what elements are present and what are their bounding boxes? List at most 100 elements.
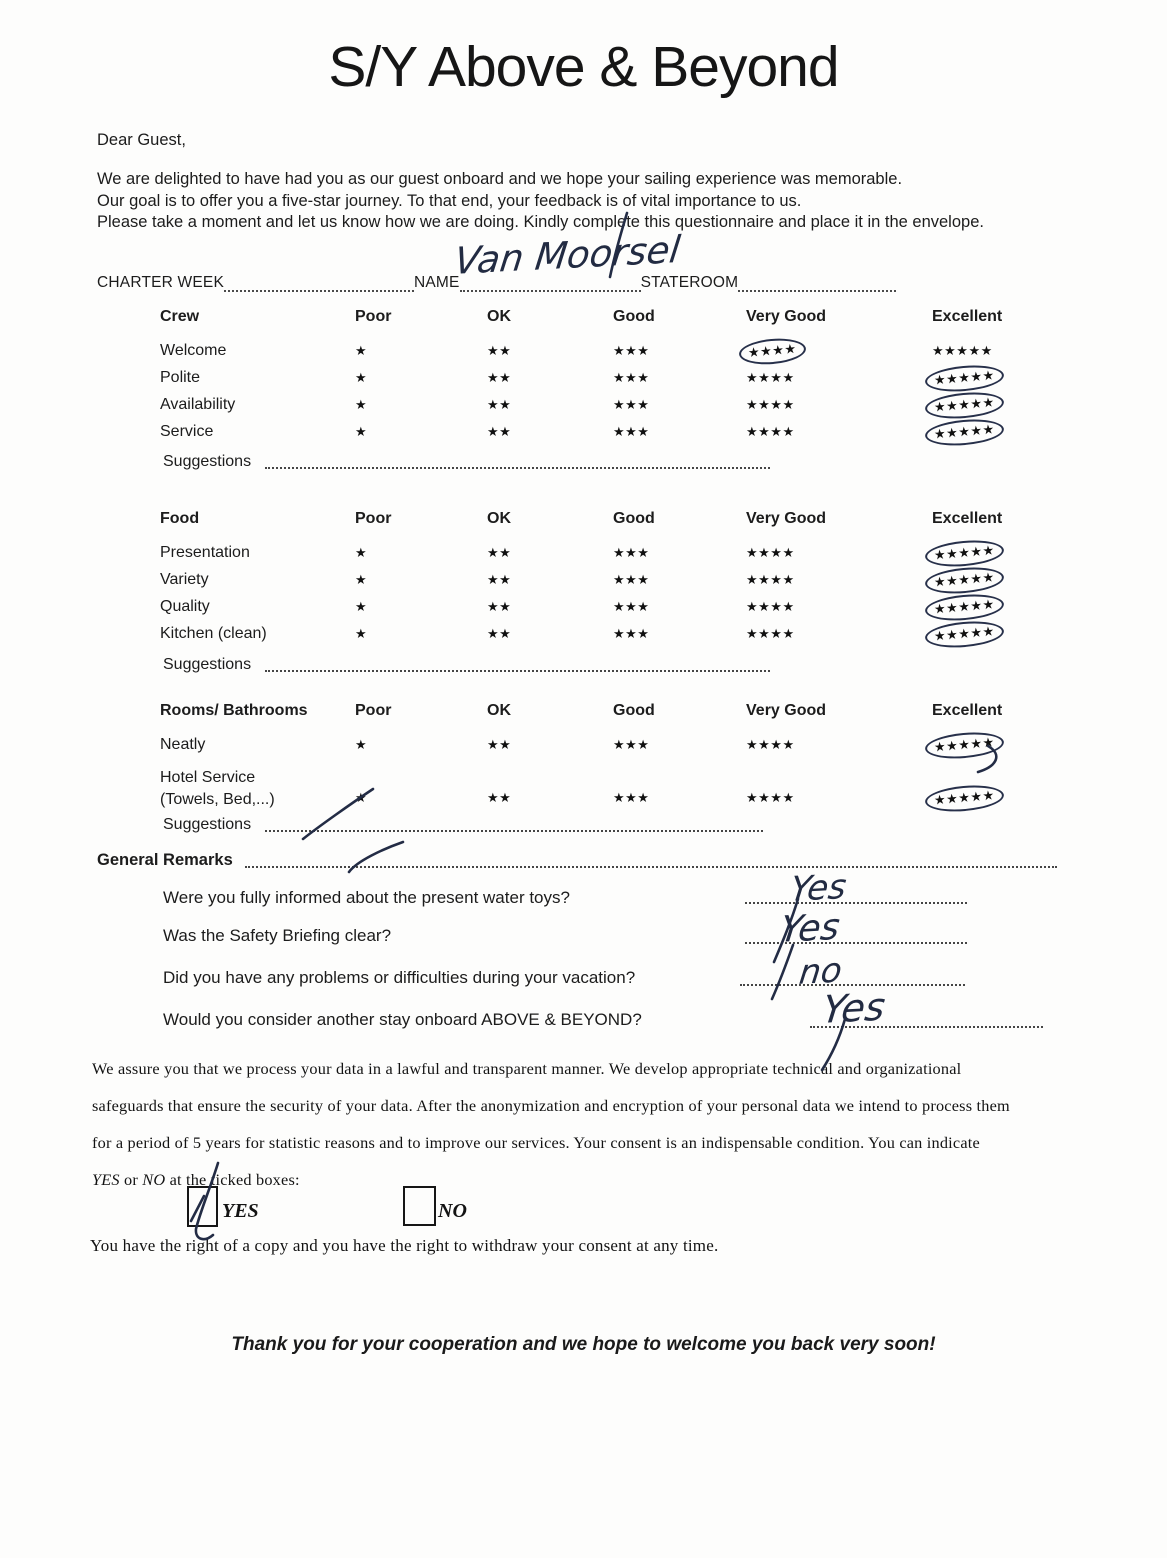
rating-row-label: Welcome	[160, 341, 227, 359]
rating-option-poor: ★	[355, 789, 487, 811]
stars: ★	[355, 571, 368, 587]
stars: ★★★★	[746, 790, 795, 805]
stars: ★★	[487, 625, 512, 641]
rating-option-excellent: ★★★★★	[924, 729, 1060, 761]
handwritten-answer: Yes	[788, 866, 849, 910]
rating-scale-label: Excellent	[932, 702, 1003, 719]
general-remarks-line	[244, 853, 1057, 868]
selected-rating-circle: ★★★★★	[924, 362, 1005, 394]
rating-section-crew: Crew Poor OK Good Very Good Excellent Welcome ★…	[160, 308, 1060, 448]
ticked-boxes-text: at the ticked boxes:	[165, 1170, 300, 1189]
rating-row-label: Quality	[160, 597, 210, 615]
stars: ★★	[487, 342, 512, 358]
no-checkbox-label: NO	[438, 1200, 467, 1222]
consent-paragraph: We assure you that we process your data …	[92, 1050, 1086, 1198]
yes-checkbox-label: YES	[222, 1200, 259, 1222]
selected-rating-circle: ★★★★★	[924, 618, 1005, 650]
suggestions-row-rooms: Suggestions	[163, 816, 764, 834]
stateroom-field	[738, 275, 897, 292]
answer-descender-stroke	[770, 943, 795, 1001]
rating-row: Hotel Service (Towels, Bed,...) ★ ★★ ★★★ ★★★★…	[160, 758, 1060, 815]
rating-header-row: Food Poor OK Good Very Good Excellent	[160, 510, 1060, 539]
rating-option-very-good: ★★★★	[746, 396, 932, 414]
rating-option-excellent: ★★★★★	[924, 416, 1060, 448]
charter-week-label: CHARTER WEEK	[97, 274, 224, 291]
rating-scale-label: Poor	[355, 510, 392, 527]
yes-word: YES	[92, 1170, 120, 1189]
intro-line: Our goal is to offer you a five-star jou…	[97, 191, 802, 210]
rating-row: Availability ★ ★★ ★★★ ★★★★ ★★★★★	[160, 389, 1060, 421]
stars: ★★★	[613, 736, 650, 752]
stars: ★★★	[613, 369, 650, 385]
stars: ★★★★★	[932, 342, 993, 358]
name-label: NAME	[414, 274, 460, 291]
rating-option-poor: ★	[355, 571, 487, 589]
rating-row-label: Neatly	[160, 735, 206, 753]
rating-scale-label: Very Good	[746, 510, 827, 527]
stars: ★★★★	[746, 625, 795, 641]
stars: ★	[355, 736, 368, 752]
rating-row: Quality ★ ★★ ★★★ ★★★★ ★★★★★	[160, 591, 1060, 623]
consent-line: for a period of 5 years for statistic re…	[92, 1133, 980, 1152]
stars: ★★★★	[746, 423, 795, 439]
selected-rating-circle: ★★★★★	[924, 389, 1005, 421]
rating-option-excellent: ★★★★★	[924, 782, 1060, 815]
selected-rating-circle: ★★★★	[738, 335, 807, 367]
rating-scale-label: OK	[487, 308, 511, 325]
rating-option-ok: ★★	[487, 625, 613, 643]
answer-line	[745, 942, 967, 944]
stars: ★	[355, 625, 368, 641]
section-title: Rooms/ Bathrooms	[160, 702, 308, 719]
rating-row: Kitchen (clean) ★ ★★ ★★★ ★★★★ ★★★★★	[160, 618, 1060, 650]
rating-row: Polite ★ ★★ ★★★ ★★★★ ★★★★★	[160, 362, 1060, 394]
rating-option-ok: ★★	[487, 423, 613, 441]
rating-option-very-good: ★★★★	[746, 544, 932, 562]
stars: ★★★★	[746, 598, 795, 614]
rating-row: Variety ★ ★★ ★★★ ★★★★ ★★★★★	[160, 564, 1060, 596]
rating-scale-label: OK	[487, 702, 511, 719]
rating-option-good: ★★★	[613, 625, 746, 643]
rating-option-very-good: ★★★★	[746, 571, 932, 589]
stars: ★★★	[613, 342, 650, 358]
stars: ★★★	[613, 571, 650, 587]
rating-option-good: ★★★	[613, 423, 746, 441]
rating-option-poor: ★	[355, 369, 487, 387]
stars: ★	[355, 598, 368, 614]
answer-line	[810, 1026, 1043, 1028]
stars: ★★★	[613, 396, 650, 412]
rating-scale-label: Very Good	[746, 308, 827, 325]
consent-line: safeguards that ensure the security of y…	[92, 1096, 1010, 1115]
rating-option-good: ★★★	[613, 369, 746, 387]
rating-option-excellent: ★★★★★	[924, 564, 1060, 596]
rating-section-rooms: Rooms/ Bathrooms Poor OK Good Very Good Excel…	[160, 702, 1060, 815]
section-title: Food	[160, 510, 200, 527]
rating-scale-label: Good	[613, 308, 655, 325]
rating-scale-label: OK	[487, 510, 511, 527]
rating-header-row: Rooms/ Bathrooms Poor OK Good Very Good Excel…	[160, 702, 1060, 731]
rating-option-good: ★★★	[613, 598, 746, 616]
rating-option-excellent: ★★★★★	[924, 362, 1060, 394]
charter-week-line: CHARTER WEEK NAME STATEROOM	[97, 274, 897, 292]
rating-option-good: ★★★	[613, 342, 746, 360]
stars: ★★★	[613, 598, 650, 614]
suggestions-line	[265, 454, 771, 469]
rating-option-very-good: ★★★★	[746, 625, 932, 643]
handwritten-answer: Yes	[820, 984, 888, 1032]
rating-section-food: Food Poor OK Good Very Good Excellent Presenta…	[160, 510, 1060, 650]
intro-line: Please take a moment and let us know how…	[97, 213, 984, 231]
stars: ★	[355, 342, 368, 358]
rating-scale-label: Very Good	[746, 702, 827, 719]
intro-paragraph: We are delighted to have had you as our …	[97, 169, 984, 234]
answer-line	[745, 902, 967, 904]
selected-rating-circle: ★★★★★	[924, 782, 1005, 815]
rating-option-ok: ★★	[487, 342, 613, 360]
stars: ★	[355, 544, 368, 560]
stars: ★★	[487, 790, 512, 805]
answer-line	[740, 984, 965, 986]
suggestions-label: Suggestions	[163, 656, 252, 673]
stars: ★★★	[613, 423, 650, 439]
question-safety-briefing: Was the Safety Briefing clear?	[163, 926, 392, 945]
rating-option-very-good: ★★★★	[746, 423, 932, 441]
rating-row: Welcome ★ ★★ ★★★ ★★★★ ★★★★★	[160, 335, 1060, 367]
selected-rating-circle: ★★★★★	[924, 564, 1005, 596]
